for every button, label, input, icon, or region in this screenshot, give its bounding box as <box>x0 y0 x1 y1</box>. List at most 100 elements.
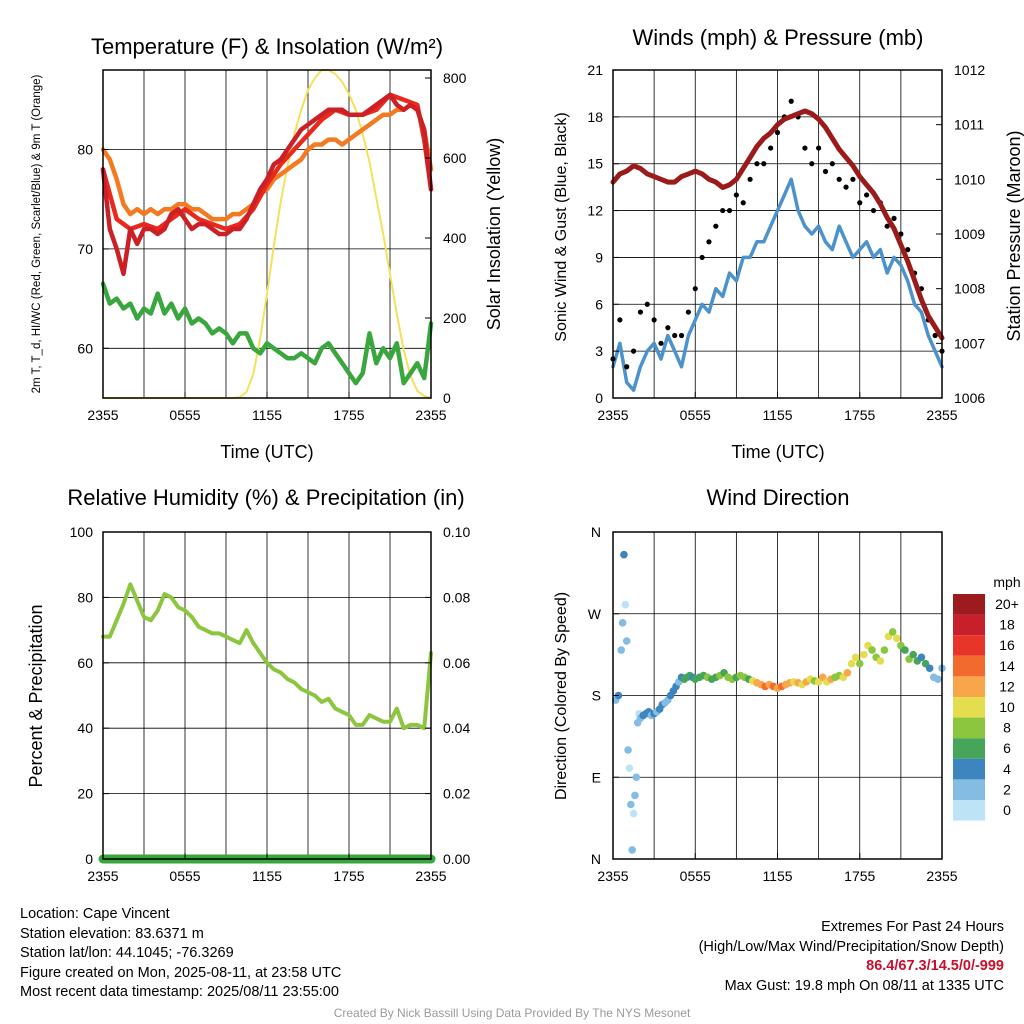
humidity-ytick-right-label: 0.00 <box>443 851 470 867</box>
temperature-ytick-label: 80 <box>77 142 93 158</box>
winds-gust-point <box>678 332 685 339</box>
max-gust-text: Max Gust: 19.8 mph On 08/11 at 1335 UTC <box>724 977 1004 994</box>
winds-gust-point <box>740 200 746 206</box>
winds-ytick-label: 0 <box>595 390 603 406</box>
wind-direction-point <box>888 628 897 636</box>
humidity-series-relative-humidity <box>101 582 433 731</box>
winds-gust-point <box>733 192 739 198</box>
winds-gust-point <box>617 317 623 323</box>
temperature-xtick-label: 0555 <box>169 407 200 423</box>
winds-series-sonic-wind <box>611 177 944 392</box>
winds-gust-point <box>802 145 808 151</box>
speed-legend-label: 4 <box>1003 761 1011 777</box>
speed-legend-swatch <box>953 717 985 739</box>
wind-direction-point <box>892 634 901 643</box>
wind-direction-point <box>909 650 918 659</box>
wind-direction-point <box>843 668 852 677</box>
winds-ytick-label: 18 <box>587 109 603 125</box>
winds-gust-point <box>726 207 733 214</box>
humidity-frame <box>102 531 432 860</box>
winds-gust-point <box>788 98 794 104</box>
winds-xtick-label: 1155 <box>762 407 792 423</box>
wind-direction-point <box>622 637 631 645</box>
wind-direction-point <box>847 659 856 668</box>
winds-gust-point <box>720 207 726 214</box>
speed-legend-swatch <box>953 594 985 615</box>
humidity-ytick-right-label: 0.06 <box>443 655 470 671</box>
winds-gust-point <box>864 192 870 198</box>
winds-gust-point <box>624 364 630 370</box>
temperature-xtick-label: 1755 <box>333 407 364 423</box>
speed-legend-label: 8 <box>1003 720 1011 736</box>
winds-ytick-label: 6 <box>595 296 603 312</box>
humidity-grid <box>103 532 431 859</box>
humidity-ticks: 2355 0555 1155 1755 23550204060801000.000.02… <box>70 524 471 884</box>
wind-direction-point <box>625 764 634 772</box>
wind-direction-xtick-label: 0555 <box>680 868 711 884</box>
temperature-panel: Temperature (F) & Insolation (W/m²) 2m T… <box>31 34 504 462</box>
humidity-ytick-label: 40 <box>77 720 93 736</box>
location-text: Location: Cape Vincent <box>20 906 170 922</box>
temperature-grid <box>103 70 431 398</box>
speed-legend-title: mph <box>993 574 1020 590</box>
humidity-xtick-label: 0555 <box>169 868 200 884</box>
station-info: Location: Cape Vincent Station elevation… <box>20 905 341 1003</box>
elevation-text: Station elevation: 83.6371 m <box>20 925 204 942</box>
temperature-series-9m-t <box>100 102 434 222</box>
humidity-xtick-label: 2355 <box>415 868 446 884</box>
speed-legend-swatch <box>953 655 985 677</box>
winds-ytick-right-label: 1012 <box>954 62 985 78</box>
winds-gust-point <box>843 184 849 190</box>
wind-direction-point <box>631 791 639 800</box>
winds-ytick-right-label: 1006 <box>954 390 985 406</box>
temperature-y-right-label: Solar Insolation (Yellow) <box>484 138 504 330</box>
wind-direction-point <box>627 800 635 809</box>
winds-gust-point <box>891 215 897 221</box>
wind-direction-ytick-label: N <box>591 851 601 867</box>
temperature-xtick-label: 2355 <box>415 407 446 423</box>
speed-legend-label: 18 <box>999 617 1015 633</box>
created-text: Figure created on Mon, 2025-08-11, at 23… <box>20 964 342 981</box>
wind-direction-ytick-label: N <box>591 524 601 540</box>
winds-gust-point <box>870 207 877 214</box>
winds-ytick-right-label: 1009 <box>954 226 985 242</box>
speed-legend-label: 20+ <box>995 596 1019 612</box>
winds-gust-point <box>644 301 650 307</box>
extremes-title: Extremes For Past 24 Hours <box>821 919 1004 935</box>
winds-series <box>610 98 945 392</box>
wind-direction-point <box>860 650 868 659</box>
winds-ytick-label: 21 <box>587 62 603 78</box>
humidity-xtick-label: 2355 <box>87 868 118 884</box>
wind-direction-point <box>880 646 889 654</box>
humidity-ytick-label: 60 <box>77 655 93 671</box>
wind-direction-point <box>917 653 926 662</box>
winds-gust-point <box>932 332 938 339</box>
winds-gust-point <box>836 176 842 182</box>
humidity-ytick-right-label: 0.10 <box>443 524 470 540</box>
wind-direction-xtick-label: 1155 <box>762 868 792 884</box>
speed-legend-swatch <box>953 738 985 759</box>
winds-ticks: 2355 0555 1155 1755 235503691215182110061007… <box>587 62 985 423</box>
winds-gust-point <box>774 129 781 136</box>
recent-data-text: Most recent data timestamp: 2025/08/11 2… <box>20 984 339 1000</box>
temperature-series-2m-t-d <box>100 281 434 386</box>
wind-direction-grid <box>613 532 942 859</box>
winds-ytick-label: 12 <box>587 203 603 219</box>
temperature-ytick-right-label: 400 <box>443 230 467 246</box>
speed-legend-swatch <box>953 758 985 780</box>
winds-frame <box>612 69 943 399</box>
wind-direction-point <box>621 600 630 609</box>
humidity-panel: Relative Humidity (%) & Precipitation (i… <box>26 485 470 884</box>
speed-legend-swatch <box>953 614 985 636</box>
winds-ytick-right-label: 1011 <box>954 117 984 133</box>
winds-gust-point <box>822 168 829 175</box>
extremes-info: Extremes For Past 24 Hours (High/Low/Max… <box>699 918 1004 996</box>
speed-legend-label: 0 <box>1003 802 1011 818</box>
wind-direction-ytick-label: S <box>592 688 601 704</box>
temperature-ytick-right-label: 600 <box>443 150 467 166</box>
winds-ytick-right-label: 1010 <box>954 171 985 187</box>
humidity-y-left-label: Percent & Precipitation <box>26 604 46 787</box>
temperature-ytick-label: 70 <box>77 241 93 257</box>
humidity-xtick-label: 1155 <box>252 868 282 884</box>
